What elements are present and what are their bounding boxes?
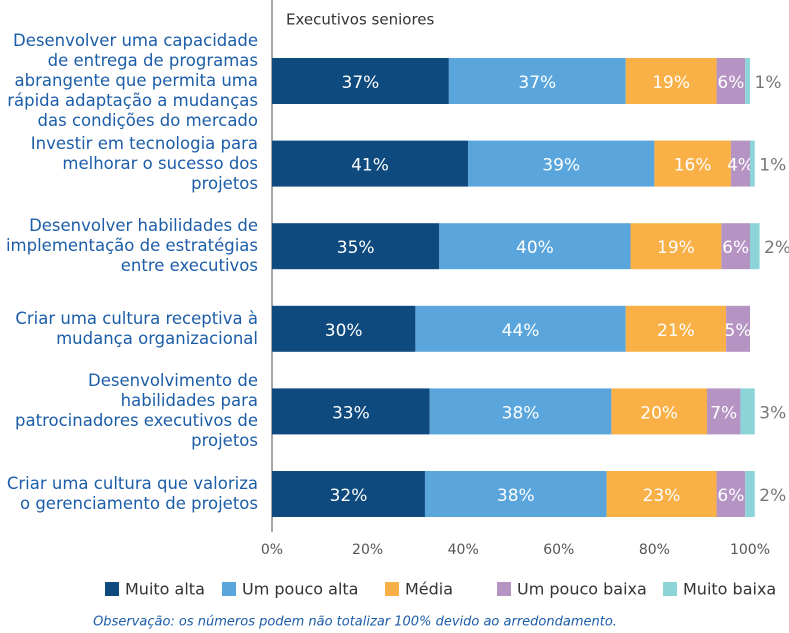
value-label: 7% — [710, 403, 737, 423]
bar-segment — [429, 388, 612, 435]
value-label: 21% — [657, 321, 695, 341]
bar-segment — [750, 223, 760, 270]
category-label: Criar uma cultura que valoriza o gerenci… — [6, 474, 258, 513]
bar-segment — [272, 140, 468, 187]
x-tick-label: 80% — [639, 542, 670, 558]
value-label: 23% — [643, 486, 681, 506]
category-label: Desenvolvimento de habilidades para patr… — [15, 371, 258, 451]
x-tick-label: 100% — [730, 542, 770, 558]
x-tick-label: 0% — [261, 542, 283, 558]
x-tick-label: 20% — [352, 542, 383, 558]
value-label: 16% — [674, 156, 712, 176]
bar-segment — [611, 388, 707, 435]
value-label: 3% — [759, 403, 786, 423]
value-label: 35% — [337, 238, 375, 258]
bar-segment — [272, 305, 416, 352]
bar-segment — [424, 471, 607, 517]
value-label: 20% — [640, 403, 678, 423]
value-label: 1% — [755, 73, 782, 93]
bar-segment — [272, 58, 449, 104]
value-label: 6% — [717, 486, 744, 506]
bar-segment — [439, 223, 631, 270]
bar-segment — [716, 58, 746, 104]
bar-segment — [716, 471, 746, 517]
legend-label: Um pouco alta — [242, 580, 358, 599]
note: Observação: os números podem não totaliz… — [93, 615, 617, 630]
bar-segment — [272, 471, 425, 517]
value-label: 30% — [325, 321, 363, 341]
bar-segment — [415, 305, 626, 352]
value-label: 6% — [722, 238, 749, 258]
bar-segment — [654, 140, 731, 187]
value-label: 19% — [657, 238, 695, 258]
x-tick-label: 60% — [543, 542, 574, 558]
bar-segment — [706, 388, 741, 435]
category-label: Investir em tecnologia para melhorar o s… — [30, 133, 258, 193]
value-label: 6% — [717, 73, 744, 93]
value-label: 38% — [497, 486, 535, 506]
category-label: Desenvolver uma capacidade de entrega de… — [7, 31, 258, 130]
bar-segment — [625, 58, 717, 104]
bar-segment — [745, 58, 750, 104]
bar-segment — [630, 223, 722, 270]
value-label: 37% — [518, 73, 556, 93]
value-label: 2% — [759, 486, 786, 506]
legend-label: Muito alta — [125, 580, 205, 599]
value-label: 5% — [725, 321, 752, 341]
legend-label: Muito baixa — [683, 580, 776, 599]
bar-segment — [467, 140, 655, 187]
value-label: 2% — [764, 238, 789, 258]
category-label: Criar uma cultura receptiva à mudança or… — [15, 308, 258, 348]
bar-segment — [730, 140, 750, 187]
chart-subtitle: Executivos seniores — [286, 11, 435, 29]
value-label: 19% — [652, 73, 690, 93]
bar-segment — [750, 140, 755, 187]
legend-swatch — [385, 582, 399, 596]
legend-swatch — [663, 582, 677, 596]
value-label: 1% — [759, 156, 786, 176]
bar-segment — [625, 305, 727, 352]
value-label: 37% — [342, 73, 380, 93]
value-label: 38% — [502, 403, 540, 423]
bar-segment — [721, 223, 750, 270]
value-label: 40% — [516, 238, 554, 258]
legend-swatch — [105, 582, 119, 596]
value-label: 33% — [332, 403, 370, 423]
bar-segment — [740, 388, 755, 435]
bar-segment — [745, 471, 755, 517]
value-label: 32% — [330, 486, 368, 506]
bar-segment — [726, 305, 750, 352]
x-tick-label: 40% — [448, 542, 479, 558]
value-label: 41% — [351, 156, 389, 176]
bar-segment — [606, 471, 717, 517]
bar-segment — [272, 388, 430, 435]
value-label: 4% — [727, 156, 754, 176]
legend-label: Um pouco baixa — [517, 580, 647, 599]
value-label: 44% — [502, 321, 540, 341]
category-label: Desenvolver habilidades de implementação… — [5, 216, 258, 276]
legend-swatch — [497, 582, 511, 596]
legend-swatch — [222, 582, 236, 596]
value-label: 39% — [542, 156, 580, 176]
bar-segment — [448, 58, 626, 104]
bar-segment — [272, 223, 440, 270]
legend-label: Média — [405, 580, 453, 599]
